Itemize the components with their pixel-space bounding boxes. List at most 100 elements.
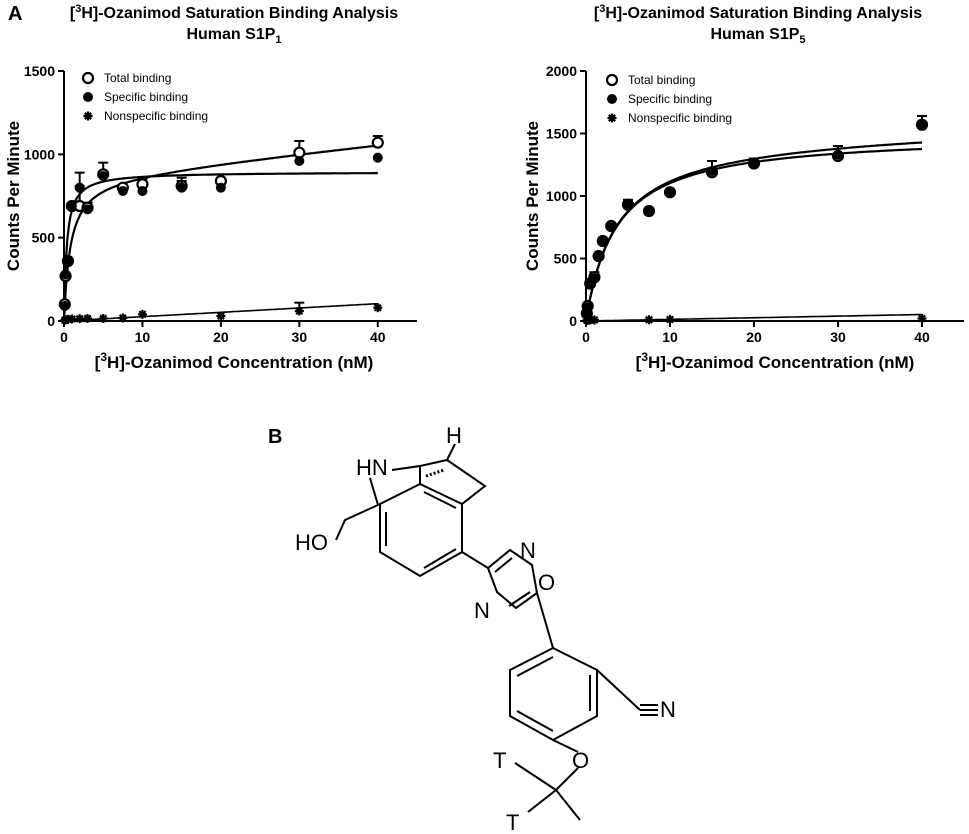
bond-c1-n	[391, 465, 421, 471]
bond-nitrile-1	[596, 669, 641, 711]
chart-s1p1-fit-curves	[63, 144, 378, 322]
chart-s1p5-point-filled-circle	[623, 199, 633, 210]
chart-s1p5-y-tick-label: 500	[554, 251, 578, 267]
chart-s1p1-point-filled-circle	[117, 186, 128, 196]
chart-s1p1-legend-marker-star	[83, 111, 93, 121]
chart-s1p1-point-filled-circle	[294, 156, 305, 166]
chart-s1p5-legend-marker-open-circle	[605, 73, 619, 87]
chart-s1p1-point-filled-circle	[176, 182, 187, 193]
chart-s1p5-point-filled-circle	[707, 166, 717, 176]
chart-s1p1-x-tick-label: 10	[135, 329, 151, 345]
chart-s1p1-point-star	[98, 314, 108, 323]
bond-isopropyl-t1	[514, 762, 557, 791]
chart-s1p5-point-filled-circle	[597, 236, 608, 246]
stereo-hash	[425, 468, 445, 478]
bond-benzene-double-3	[423, 491, 457, 509]
bond-benzonitrile-double-1	[516, 656, 554, 677]
chart-s1p5-legend-marker-star	[607, 113, 617, 123]
chart-s1p1-title: [3H]-Ozanimod Saturation Binding Analysi…	[70, 3, 398, 22]
chart-s1p1-legend-label: Total binding	[104, 71, 171, 85]
bond-isopropyl-methyl	[555, 789, 581, 821]
chart-s1p1-point-filled-circle	[82, 204, 93, 215]
chart-s1p5-fit-specific	[585, 147, 923, 321]
chart-s1p5-legend-label: Total binding	[628, 73, 695, 87]
atom-n-nitrile: N	[660, 697, 676, 722]
chart-s1p5-legend-marker-filled-circle	[607, 94, 617, 104]
chart-s1p1-point-filled-circle	[59, 301, 70, 311]
atom-o-ring: O	[538, 570, 555, 595]
chart-s1p1-legend-marker-filled-circle	[83, 92, 93, 102]
chart-s1p1-y-tick-label: 500	[32, 230, 56, 246]
chart-s1p5-x-tick-label: 30	[830, 329, 846, 345]
chart-s1p1-point-star	[83, 314, 93, 323]
chart-s1p5-x-tick-label: 0	[582, 329, 590, 345]
atom-o-ether: O	[572, 748, 589, 773]
chart-s1p5-y-tick-label: 0	[569, 313, 577, 329]
chart-s1p1-data-points	[58, 135, 384, 325]
chart-s1p1-point-star	[294, 306, 304, 316]
ozanimod-structure	[335, 443, 658, 821]
chart-s1p5-point-filled-circle	[589, 273, 600, 284]
chart-s1p1-point-filled-circle	[60, 269, 71, 280]
chart-s1p5-x-tick-label: 20	[746, 329, 762, 345]
atom-n-bottom: N	[474, 598, 490, 623]
chart-s1p1-point-filled-circle	[62, 256, 73, 266]
bond-oxadiazole-double-1	[494, 557, 513, 573]
bond-benzonitrile-ring	[509, 647, 598, 742]
chart-s1p5-point-star	[665, 315, 675, 324]
chart-s1p1-legend-label: Nonspecific binding	[104, 109, 208, 123]
panel-label-b: B	[268, 426, 282, 448]
chart-s1p1-point-star	[67, 314, 77, 324]
chart-s1p1-x-tick-label: 30	[292, 329, 308, 345]
bond-oxygen-isopropyl	[555, 767, 579, 791]
chart-s1p1-xlabel: [3H]-Ozanimod Concentration (nM)	[95, 350, 374, 372]
chart-s1p5-point-filled-circle	[917, 119, 927, 130]
chart-s1p1-y-tick-label: 1000	[24, 146, 55, 162]
bond-hydroxyethyl	[335, 477, 380, 541]
chart-s1p5-y-tick-label: 2000	[546, 63, 577, 79]
chart-s1p5-point-star	[917, 314, 927, 323]
bond-cyclopentane	[419, 458, 487, 505]
chart-s1p5-subtitle: Human S1P5	[710, 26, 805, 46]
chart-s1p1-ylabel: Counts Per Minute	[4, 121, 23, 271]
chart-s1p5-point-star	[644, 315, 654, 325]
bond-benzonitrile-double-3	[516, 710, 554, 732]
atom-hn: HN	[356, 455, 388, 480]
atom-labels: HN H HO N O N N O T T	[295, 423, 676, 834]
atom-tritium-1: T	[493, 748, 506, 773]
chart-s1p5-xlabel: [3H]-Ozanimod Concentration (nM)	[636, 350, 915, 372]
atom-tritium-2: T	[506, 810, 519, 834]
atom-ho: HO	[295, 530, 328, 555]
bond-oxadiazole-aryl	[536, 592, 554, 649]
chart-s1p1-axes: 0 10 20 30 40 0 500 1000 1500	[24, 63, 417, 345]
chart-s1p5-legend-label: Nonspecific binding	[628, 111, 732, 125]
bond-aryl-oxygen	[552, 739, 579, 753]
chart-s1p1-point-filled-circle	[74, 182, 85, 193]
bond-isopropyl-t2	[527, 789, 557, 813]
bond-benzene	[379, 483, 463, 578]
bond-c1-h	[446, 443, 456, 461]
bond-oxadiazole-double-2	[508, 591, 531, 607]
bond-indane-oxadiazole	[461, 551, 489, 569]
chart-s1p5-point-star	[589, 315, 599, 325]
chart-s1p1-y-tick-label: 1500	[24, 63, 55, 79]
chart-s1p5-point-filled-circle	[833, 149, 843, 160]
chart-s1p5-x-tick-label: 10	[662, 329, 678, 345]
chart-s1p1-x-tick-label: 40	[370, 329, 386, 345]
chart-s1p5: [3H]-Ozanimod Saturation Binding Analysi…	[523, 3, 964, 372]
chart-s1p5-data-points	[580, 115, 929, 325]
chart-s1p5-point-filled-circle	[665, 187, 675, 198]
chart-s1p1-point-filled-circle	[98, 171, 109, 181]
chart-s1p5-y-tick-label: 1500	[546, 126, 577, 142]
chart-s1p1-point-star	[75, 314, 85, 324]
chart-s1p1-fit-specific	[63, 172, 378, 313]
atom-n-top: N	[520, 538, 536, 563]
chart-s1p5-title: [3H]-Ozanimod Saturation Binding Analysi…	[594, 3, 922, 22]
chart-s1p1-legend-marker-open-circle	[81, 71, 95, 85]
chart-s1p5-point-filled-circle	[644, 206, 654, 216]
chart-s1p5-point-filled-circle	[593, 251, 604, 261]
chart-s1p5-ylabel: Counts Per Minute	[523, 121, 542, 271]
chart-s1p1-legend: Total binding Specific binding Nonspecific…	[81, 71, 208, 123]
chart-s1p1-point-filled-circle	[372, 152, 383, 163]
